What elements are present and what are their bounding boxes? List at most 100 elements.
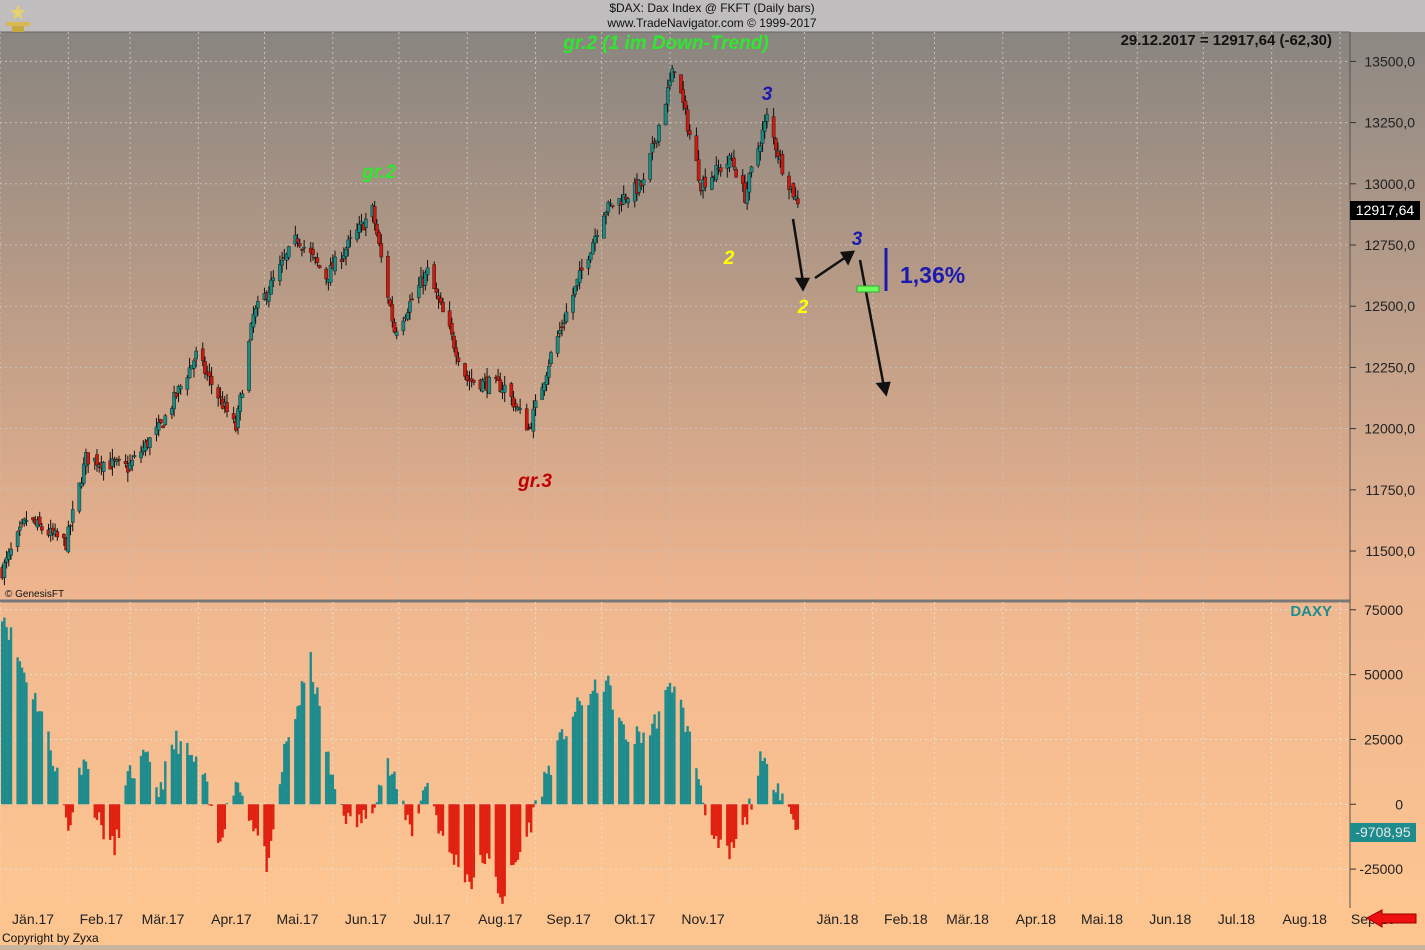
daxy-bar [84, 761, 88, 805]
daxy-bar [604, 680, 608, 805]
daxy-bar [527, 804, 531, 823]
bull-candle [765, 114, 769, 122]
daxy-bar [501, 804, 504, 904]
bull-candle [163, 415, 168, 425]
bear-candle [454, 347, 459, 357]
bull-candle [77, 482, 82, 512]
daxy-bar [93, 804, 96, 818]
bull-candle [101, 461, 106, 472]
bull-candle [593, 236, 597, 244]
bull-candle [480, 380, 485, 392]
daxy-bar [283, 743, 286, 805]
bear-candle [688, 130, 692, 135]
daxy-bar [62, 804, 66, 806]
bull-candle [408, 301, 412, 313]
daxy-bar [316, 687, 319, 805]
bull-candle [15, 531, 20, 547]
bull-candle [665, 87, 670, 105]
bear-candle [672, 71, 677, 73]
daxy-bar [496, 804, 500, 894]
daxy-bar [439, 804, 442, 831]
bear-candle [295, 238, 300, 243]
daxy-bar [69, 804, 72, 826]
daxy-bar [175, 730, 178, 805]
daxy-bar [529, 804, 533, 833]
target-zone-marker [856, 285, 880, 293]
indicator-tick-label: -25000 [1359, 861, 1403, 877]
daxy-bar [424, 786, 427, 805]
daxy-bar [247, 804, 251, 821]
daxy-bar [86, 769, 90, 805]
projection-arrows [791, 218, 891, 397]
daxy-bar [759, 751, 762, 805]
bear-candle [37, 516, 42, 526]
daxy-bar [765, 764, 769, 805]
daxy-bar [673, 686, 676, 805]
daxy-bar [479, 804, 482, 855]
daxy-bar [574, 711, 577, 805]
daxy-bar [717, 804, 720, 848]
bear-candle [450, 323, 454, 335]
daxy-bar [128, 765, 132, 805]
bull-candle [650, 143, 655, 153]
daxy-bar [331, 774, 334, 805]
bear-candle [159, 419, 163, 424]
daxy-bar [155, 787, 158, 805]
bear-candle [436, 295, 441, 300]
daxy-bar [591, 690, 595, 805]
bull-candle [238, 394, 243, 412]
daxy-bar [278, 784, 282, 805]
bull-candle [342, 255, 346, 260]
daxy-bar [31, 699, 35, 805]
daxy-bar [587, 705, 590, 805]
bull-candle [654, 140, 659, 144]
daxy-bar [3, 617, 6, 805]
wave3-top-label: 3 [762, 84, 773, 105]
daxy-bar [329, 774, 332, 805]
bear-candle [610, 205, 615, 207]
daxy-bar [726, 804, 729, 846]
price-tick-label: 13000,0 [1364, 176, 1415, 192]
daxy-bar [23, 672, 26, 805]
bull-candle [670, 68, 675, 82]
bear-candle [40, 526, 44, 531]
price-tick-label: 12750,0 [1364, 237, 1415, 253]
bear-candle [791, 183, 796, 198]
bear-candle [776, 150, 780, 158]
bear-candle [203, 361, 207, 374]
daxy-bar [602, 691, 606, 805]
bear-candle [780, 154, 785, 175]
daxy-bar [576, 697, 579, 805]
scroll-left-arrow-icon[interactable] [1365, 909, 1417, 928]
daxy-bar [287, 737, 290, 805]
daxy-bar [730, 804, 733, 843]
bear-candle [456, 357, 461, 363]
bull-candle [286, 246, 291, 258]
month-label: Mär.18 [946, 911, 989, 927]
indicator-tick-label: 0 [1395, 796, 1403, 812]
bear-candle [580, 267, 584, 271]
daxy-bar [666, 686, 669, 805]
wave2-december-label: 2 [723, 248, 735, 269]
bear-candle [324, 268, 328, 280]
bull-candle [573, 285, 578, 295]
daxy-bar [741, 804, 744, 825]
price-tick-label: 12000,0 [1364, 421, 1415, 437]
bear-candle [463, 363, 467, 377]
bull-candle [346, 239, 351, 248]
daxy-bar [344, 804, 348, 824]
bull-candle [745, 188, 749, 204]
daxy-bar [728, 804, 731, 860]
copyright-text: Copyright by Zyxa [2, 931, 99, 945]
bear-candle [209, 376, 214, 385]
bull-candle [271, 277, 276, 281]
bull-candle [663, 104, 668, 126]
bull-candle [542, 382, 547, 392]
bull-candle [236, 408, 240, 428]
bear-candle [438, 297, 443, 303]
bear-candle [339, 259, 344, 262]
bull-candle [595, 235, 600, 237]
daxy-bar [311, 682, 315, 805]
bull-candle [328, 264, 333, 283]
last-price-tag [1350, 201, 1420, 220]
